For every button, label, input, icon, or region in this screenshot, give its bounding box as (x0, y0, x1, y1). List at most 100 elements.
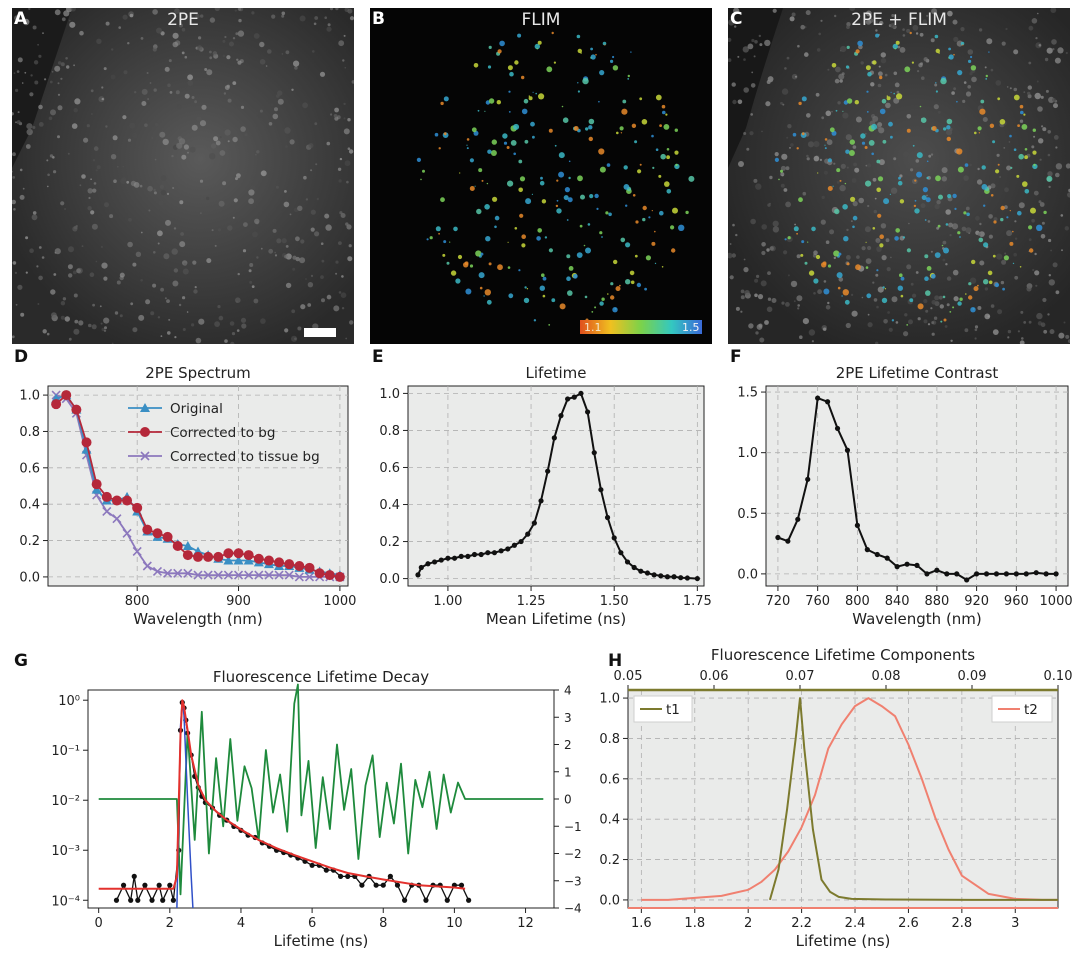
flim-speck (568, 266, 574, 271)
cell-speck (910, 168, 914, 172)
d-data-point (173, 568, 183, 578)
cell-speck (852, 201, 858, 207)
flim-speck (434, 132, 439, 137)
f-ytick-label: 0.0 (737, 567, 758, 582)
f-data-point (844, 447, 851, 453)
cell-speck (167, 83, 171, 88)
g-data-point (149, 897, 155, 903)
cell-speck (343, 128, 350, 135)
flim-speck (435, 226, 441, 232)
cell-speck (19, 168, 23, 172)
cell-speck (815, 92, 820, 97)
cell-speck (174, 8, 180, 14)
cell-speck (967, 85, 971, 89)
flim-speck (836, 272, 843, 279)
d-data-point (203, 570, 213, 580)
cell-speck (890, 23, 896, 29)
f-ytick-label: 0.5 (737, 507, 758, 522)
cell-speck (277, 98, 284, 105)
cell-speck (248, 198, 255, 205)
cell-speck (44, 78, 47, 81)
cell-speck (1028, 25, 1034, 31)
cell-speck (103, 67, 107, 71)
cell-speck (974, 325, 979, 329)
f-xtick-label: 760 (805, 594, 830, 609)
flim-speck (1013, 94, 1020, 101)
cell-speck (307, 303, 312, 307)
cell-speck (60, 301, 66, 306)
e-data-point (684, 575, 690, 581)
cell-speck (853, 162, 857, 167)
d-data-point (244, 570, 254, 580)
flim-speck (852, 225, 855, 229)
flim-speck (580, 194, 585, 200)
cell-speck (875, 273, 879, 277)
flim-speck (666, 155, 670, 160)
cell-speck (846, 25, 850, 29)
cell-speck (284, 190, 287, 193)
cell-speck (187, 74, 194, 81)
d-data-point (233, 548, 244, 559)
flim-speck (981, 165, 986, 170)
cell-speck (1061, 249, 1063, 252)
cell-speck (66, 65, 70, 69)
h-t1-line (768, 697, 1058, 901)
cell-speck (51, 312, 57, 318)
cell-speck (163, 253, 170, 260)
flim-speck (962, 44, 964, 46)
cell-speck (1027, 91, 1031, 96)
cell-speck (186, 311, 189, 313)
flim-speck (553, 61, 556, 64)
flim-speck (610, 295, 615, 300)
flim-speck (497, 264, 503, 271)
flim-speck (1024, 155, 1028, 160)
flim-speck (612, 55, 615, 59)
e-data-point (644, 570, 651, 576)
cell-speck (219, 136, 222, 139)
cell-speck (63, 10, 70, 17)
flim-speck (525, 198, 532, 205)
h-legend-t2-label: t2 (1024, 702, 1038, 718)
cell-speck (890, 187, 898, 194)
flim-speck (1023, 113, 1026, 116)
cell-speck (240, 105, 245, 109)
cell-speck (839, 184, 846, 192)
flim-speck (843, 236, 849, 242)
e-data-point (451, 555, 458, 561)
g-chart-title: Fluorescence Lifetime Decay (213, 668, 429, 686)
cell-speck (860, 61, 864, 65)
cell-speck (903, 151, 909, 157)
cell-speck (235, 300, 238, 303)
d-data-point (91, 479, 102, 490)
flim-speck (935, 90, 938, 93)
flim-speck (884, 288, 887, 290)
flim-speck (538, 93, 545, 100)
flim-speck (938, 194, 943, 200)
cell-speck (786, 136, 789, 139)
cell-speck (176, 104, 182, 110)
flim-speck (478, 168, 483, 173)
cell-speck (888, 327, 893, 332)
flim-speck (537, 228, 542, 233)
flim-speck (528, 95, 530, 97)
cell-speck (153, 191, 157, 195)
flim-speck (1022, 181, 1028, 187)
flim-speck (566, 254, 571, 259)
g-y2tick-label: −1 (564, 820, 582, 834)
cell-speck (808, 329, 816, 336)
flim-speck (548, 324, 551, 326)
cell-speck (25, 271, 28, 274)
cell-speck (285, 245, 289, 248)
cell-speck (118, 26, 121, 29)
cell-speck (759, 43, 763, 47)
cell-speck (32, 211, 37, 215)
g-xtick-label: 6 (308, 916, 316, 931)
cell-speck (1043, 329, 1048, 334)
cell-speck (42, 32, 44, 34)
cell-speck (38, 104, 43, 110)
cell-speck (903, 331, 909, 337)
flim-speck (942, 295, 946, 299)
flim-speck (892, 43, 898, 50)
cell-speck (934, 83, 938, 87)
cell-speck (780, 165, 786, 171)
